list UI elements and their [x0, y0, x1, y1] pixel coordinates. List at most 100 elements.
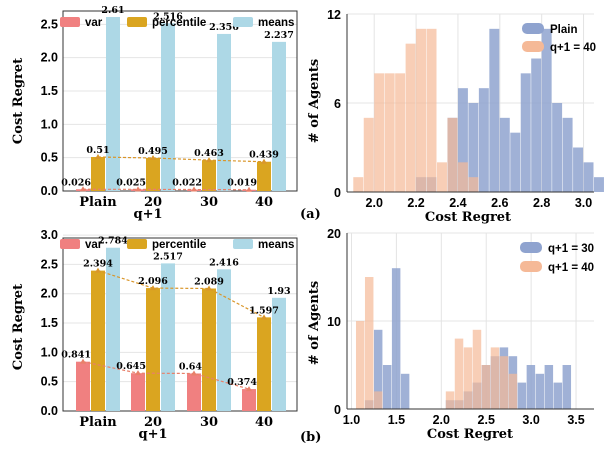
b_hist-hist-bar-0-23 — [562, 365, 572, 409]
a_bar-ytick-label: 0.5 — [41, 151, 58, 165]
b_bar-data-label-percentile-2: 2.089 — [194, 276, 224, 287]
a_hist-hist-bar-0-23 — [594, 177, 604, 192]
a_bar-category-label: 40 — [255, 195, 273, 210]
a_hist-hist-bar-0-21 — [573, 147, 584, 192]
b_bar-ytick-label: 1.0 — [41, 345, 58, 359]
a_hist-xtick-label: 2.8 — [533, 196, 550, 210]
a_hist-y-axis-label: # of Agents — [307, 59, 322, 143]
a_bar-marker-var-1 — [135, 186, 141, 192]
b_bar-data-label-percentile-3: 1.597 — [249, 305, 279, 316]
b_hist-xtick-label: 3.5 — [567, 413, 584, 427]
a_hist-ytick-label: 12 — [327, 8, 341, 22]
a_bar-marker-var-3 — [246, 186, 252, 192]
b_bar-data-label-percentile-0: 2.394 — [83, 259, 113, 270]
b_bar-legend-label: percentile — [152, 239, 206, 251]
b_bar-ytick-label: 2.5 — [41, 257, 58, 271]
b_bar-category-label: 40 — [255, 415, 273, 430]
a_bar-legend-label: var — [85, 17, 103, 29]
a_hist-histogram: 2.0 2.2 2.4 2.6 2.8 3.0 0 6 12 Cost Regret # of Ag… — [307, 8, 604, 225]
b_bar-bar-means-3 — [272, 297, 286, 411]
b_bar-data-label-percentile-1: 2.096 — [138, 276, 168, 287]
a_bar-legend-swatch-var — [60, 17, 80, 27]
b_bar-data-label-var-3: 0.374 — [227, 377, 257, 388]
a_bar-legend-label: means — [258, 17, 294, 29]
b_hist-ytick-label: 10 — [327, 315, 341, 329]
b_bar-legend-swatch-percentile — [127, 239, 147, 249]
a_hist-hist-bar-0-11 — [468, 103, 479, 192]
a_bar-data-label-percentile-0: 0.51 — [86, 145, 109, 156]
a_bar-data-label-var-3: 0.019 — [227, 178, 257, 189]
b_bar-ytick-label: 1.5 — [41, 316, 58, 330]
a_bar-category-label: 20 — [144, 195, 162, 210]
a_bar-data-label-means-3: 2.237 — [264, 30, 294, 41]
b_bar-data-label-means-2: 2.416 — [209, 257, 239, 268]
b_hist-hist-bar-0-19 — [526, 365, 536, 409]
a_hist-x-axis-label: Cost Regret — [425, 210, 511, 225]
a_hist-hist-bar-1-2 — [374, 73, 385, 192]
a_hist-xtick-label: 3.0 — [575, 196, 592, 210]
b_hist-hist-bar-1-11 — [454, 338, 464, 409]
a_bar-marker-var-2 — [191, 186, 197, 192]
a_hist-hist-bar-0-20 — [562, 117, 573, 192]
a_bar-marker-var-0 — [80, 186, 86, 192]
a_bar-category-label: 30 — [200, 195, 218, 210]
a_hist-hist-bar-1-1 — [363, 117, 374, 192]
a_bar-ytick-label: 0.0 — [41, 184, 58, 198]
b_hist-histogram: 1.0 1.5 2.0 2.5 3.0 3.5 0 10 20 Cost Regret # of A… — [307, 227, 594, 442]
b_bar-marker-percentile-1 — [150, 285, 156, 291]
b_bar-legend-label: var — [85, 239, 103, 251]
b_bar-data-label-means-0: 2.784 — [98, 236, 128, 247]
b_bar-marker-percentile-2 — [206, 285, 212, 291]
b_hist-hist-bar-1-14 — [481, 365, 491, 409]
b_hist-xtick-label: 1.0 — [343, 413, 360, 427]
a_hist-hist-bar-1-6 — [416, 28, 427, 193]
a_hist-hist-bar-1-4 — [395, 73, 406, 192]
a_bar-legend-swatch-means — [233, 17, 253, 27]
a_bar-data-label-var-1: 0.025 — [116, 177, 146, 188]
b_hist-hist-bar-1-15 — [490, 347, 500, 409]
b_bar-y-axis-label: Cost Regret — [11, 284, 26, 370]
b_hist-hist-bar-1-12 — [463, 347, 473, 409]
a_bar-plot-frame — [62, 10, 298, 192]
b_bar-legend-label: means — [258, 239, 294, 251]
a_hist-ytick-label: 0 — [334, 186, 341, 200]
b_hist-hist-bar-0-21 — [544, 365, 554, 409]
a_bar-data-label-var-2: 0.022 — [172, 178, 202, 189]
b_bar-ytick-label: 0.5 — [41, 375, 58, 389]
b_hist-hist-bar-1-1 — [364, 277, 374, 409]
a_bar-ytick-label: 1.5 — [41, 84, 58, 98]
a_hist-hist-bar-1-9 — [447, 117, 458, 192]
a_hist-hist-bar-0-16 — [520, 73, 531, 192]
a_hist-xtick-label: 2.4 — [449, 196, 466, 210]
a_hist-hist-bar-0-15 — [510, 132, 521, 192]
b_bar-bar-means-0 — [106, 247, 120, 411]
a_bar-data-label-percentile-1: 0.495 — [138, 146, 168, 157]
b_bar-data-label-var-1: 0.645 — [116, 361, 146, 372]
a_bar-bar-chart: 0.0 0.5 1.0 1.5 2.0 2.5 0.026 0.025 0.022 0.019 0.… — [11, 5, 321, 222]
a_bar-data-label-means-2: 2.356 — [209, 22, 239, 33]
a_hist-hist-bar-0-22 — [583, 162, 594, 192]
a_hist-hist-bar-1-5 — [405, 43, 416, 192]
a_bar-bar-percentile-3 — [257, 161, 271, 191]
b_bar-legend-swatch-means — [233, 239, 253, 249]
a_bar-trend-percentile — [97, 156, 265, 163]
a_bar-y-axis-label: Cost Regret — [11, 58, 26, 144]
b_hist-xtick-label: 1.5 — [388, 413, 405, 427]
a_hist-hist-bar-0-18 — [541, 28, 552, 193]
a_hist-hist-bar-1-8 — [437, 162, 447, 192]
b_hist-hist-bar-0-18 — [517, 382, 527, 409]
a_bar-ytick-label: 2.0 — [41, 51, 58, 65]
b_bar-bar-percentile-0 — [91, 270, 105, 411]
b_bar-bar-means-2 — [217, 269, 231, 411]
b_bar-trend-percentile — [97, 270, 265, 318]
a_bar-legend-swatch-percentile — [127, 17, 147, 27]
a_bar-data-label-means-0: 2.61 — [101, 5, 124, 16]
a_hist-hist-bar-1-7 — [426, 28, 437, 193]
b_bar-marker-var-1 — [135, 370, 141, 376]
a_hist-hist-bar-0-13 — [489, 28, 500, 193]
b_hist-hist-bar-1-17 — [508, 373, 518, 409]
b_hist-hist-bar-1-2 — [373, 391, 383, 409]
a_bar-category-label: Plain — [79, 195, 117, 210]
a_hist-ytick-label: 6 — [334, 97, 341, 111]
